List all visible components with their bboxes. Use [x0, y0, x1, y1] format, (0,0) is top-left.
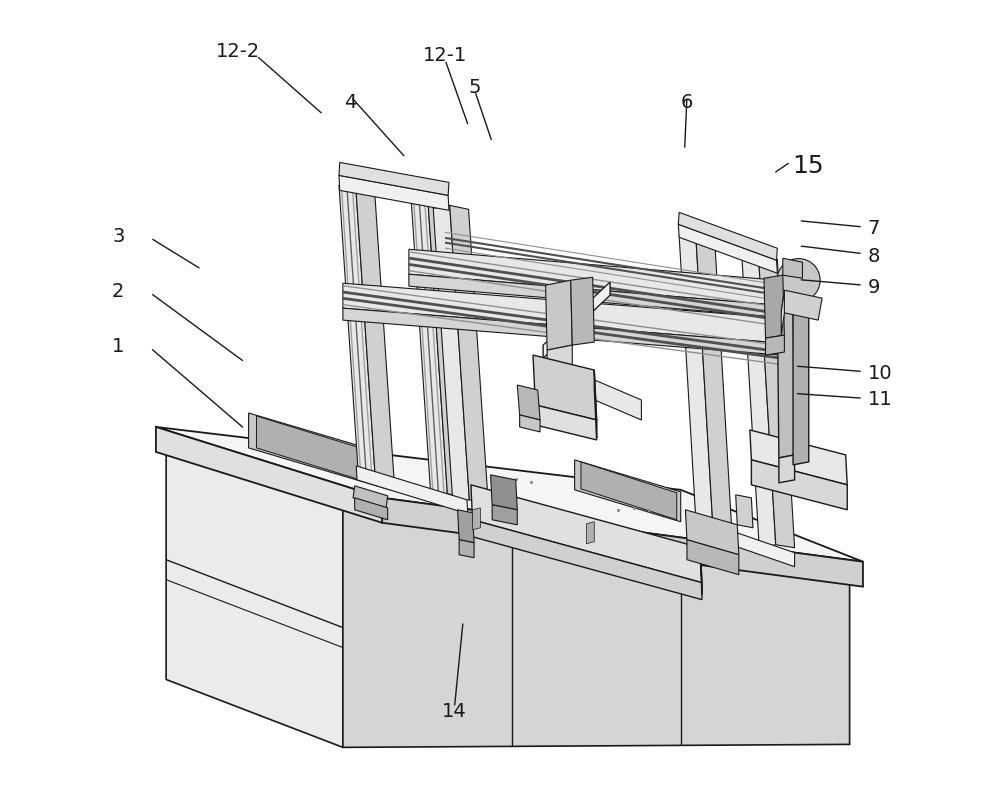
Polygon shape — [382, 498, 863, 586]
Text: 12-2: 12-2 — [216, 42, 261, 61]
Polygon shape — [751, 460, 847, 510]
Polygon shape — [546, 280, 572, 350]
Polygon shape — [492, 504, 517, 525]
Polygon shape — [409, 249, 789, 306]
Polygon shape — [339, 183, 375, 478]
Text: 5: 5 — [469, 78, 481, 97]
Polygon shape — [736, 495, 753, 528]
Polygon shape — [520, 415, 540, 432]
Polygon shape — [586, 522, 594, 544]
Polygon shape — [781, 290, 784, 335]
Polygon shape — [533, 355, 597, 420]
Polygon shape — [450, 205, 488, 503]
Polygon shape — [696, 519, 795, 567]
Polygon shape — [700, 548, 702, 595]
Polygon shape — [594, 370, 597, 438]
Polygon shape — [781, 290, 822, 320]
Polygon shape — [517, 385, 540, 420]
Polygon shape — [156, 427, 382, 523]
Polygon shape — [766, 335, 784, 355]
Polygon shape — [783, 258, 802, 278]
Polygon shape — [491, 475, 517, 510]
Polygon shape — [166, 440, 343, 748]
Polygon shape — [750, 430, 847, 485]
Text: 2: 2 — [112, 282, 124, 301]
Polygon shape — [777, 295, 795, 458]
Polygon shape — [473, 519, 702, 600]
Polygon shape — [571, 277, 594, 345]
Polygon shape — [685, 510, 739, 555]
Polygon shape — [458, 510, 474, 543]
Polygon shape — [433, 205, 469, 503]
Polygon shape — [581, 462, 677, 519]
Text: 14: 14 — [442, 702, 467, 721]
Polygon shape — [409, 274, 789, 318]
Polygon shape — [779, 455, 795, 483]
Polygon shape — [678, 224, 777, 273]
Polygon shape — [256, 416, 386, 488]
Polygon shape — [764, 275, 784, 338]
Text: 1: 1 — [112, 337, 124, 356]
Polygon shape — [428, 198, 466, 497]
Polygon shape — [793, 295, 809, 465]
Polygon shape — [459, 540, 474, 558]
Polygon shape — [156, 427, 863, 562]
Polygon shape — [339, 176, 449, 210]
Polygon shape — [355, 183, 394, 478]
Text: 8: 8 — [868, 246, 880, 265]
Polygon shape — [547, 345, 572, 385]
Polygon shape — [535, 405, 597, 440]
Polygon shape — [696, 232, 732, 530]
Polygon shape — [356, 466, 468, 514]
Text: 6: 6 — [681, 94, 693, 113]
Polygon shape — [687, 540, 739, 575]
Text: 4: 4 — [345, 94, 357, 113]
Polygon shape — [411, 198, 447, 497]
Polygon shape — [742, 255, 776, 548]
Polygon shape — [343, 510, 850, 748]
Polygon shape — [355, 498, 388, 519]
Text: 3: 3 — [112, 227, 124, 246]
Text: 15: 15 — [792, 153, 824, 178]
Polygon shape — [473, 508, 480, 530]
Polygon shape — [353, 486, 388, 508]
Text: 10: 10 — [868, 364, 892, 383]
Polygon shape — [249, 413, 390, 490]
Polygon shape — [543, 358, 641, 420]
Text: 11: 11 — [868, 390, 892, 409]
Polygon shape — [339, 162, 449, 195]
Text: 7: 7 — [868, 219, 880, 238]
Polygon shape — [758, 255, 795, 548]
Polygon shape — [678, 212, 777, 260]
Polygon shape — [679, 232, 713, 530]
Text: 12-1: 12-1 — [423, 46, 467, 65]
Text: 9: 9 — [868, 278, 880, 297]
Polygon shape — [343, 309, 781, 355]
Polygon shape — [575, 460, 681, 522]
Polygon shape — [700, 536, 708, 558]
Polygon shape — [543, 283, 610, 358]
Polygon shape — [543, 283, 610, 358]
Polygon shape — [471, 485, 702, 582]
Ellipse shape — [777, 259, 820, 301]
Polygon shape — [343, 283, 781, 343]
